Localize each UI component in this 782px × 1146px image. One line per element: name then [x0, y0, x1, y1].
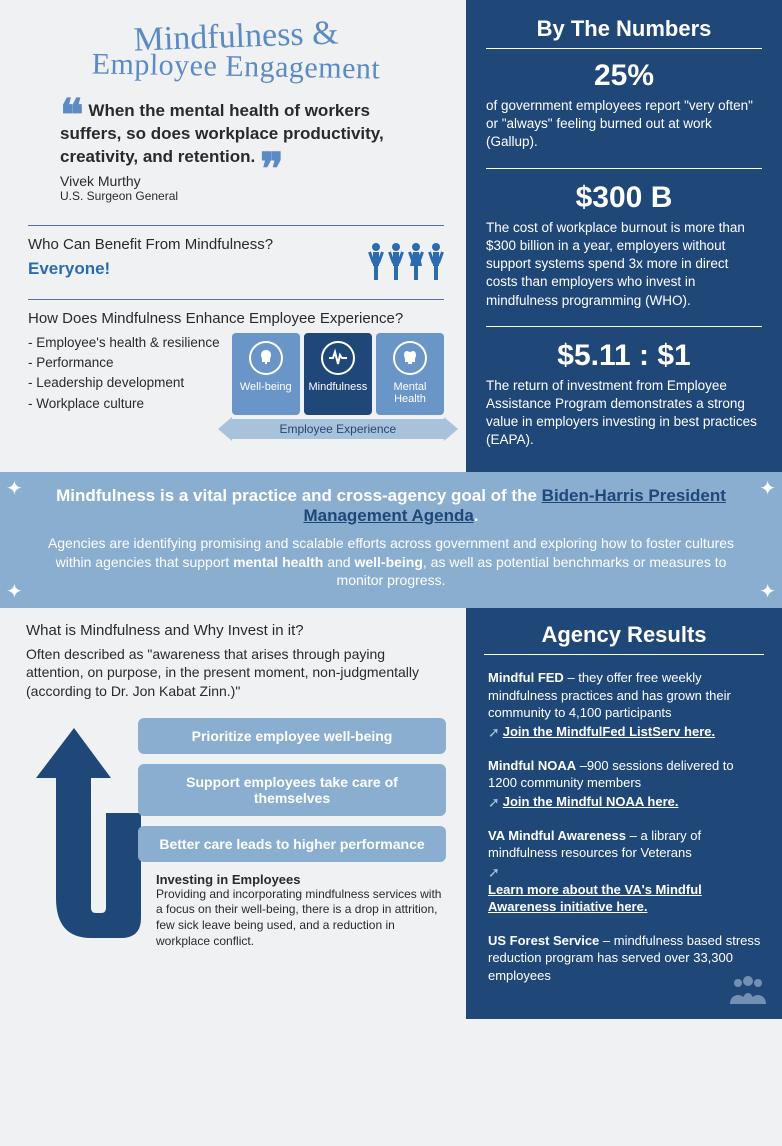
- agency-item: US Forest Service – mindfulness based st…: [484, 932, 764, 985]
- card-label: Well-being: [240, 381, 292, 393]
- agency-link[interactable]: Learn more about the VA's Mindful Awaren…: [488, 881, 764, 916]
- arrow-label: Employee Experience: [279, 422, 396, 436]
- card-wellbeing: Well-being: [232, 333, 300, 415]
- pill-3: Better care leads to higher performance: [138, 826, 446, 862]
- list-item: Leadership development: [28, 373, 220, 393]
- divider: [486, 168, 762, 169]
- numbers-title: By The Numbers: [486, 16, 762, 49]
- enhance-heading: How Does Mindfulness Enhance Employee Ex…: [28, 310, 444, 327]
- stat-desc: of government employees report "very oft…: [486, 97, 762, 152]
- quote-text: When the mental health of workers suffer…: [60, 101, 384, 166]
- stat-desc: The return of investment from Employee A…: [486, 377, 762, 450]
- agency-item: Mindful NOAA –900 sessions delivered to …: [484, 757, 764, 811]
- experience-arrow: Employee Experience: [232, 419, 444, 439]
- u-arrow-icon: [26, 718, 146, 968]
- divider: [28, 299, 444, 300]
- benefit-answer: Everyone!: [28, 259, 273, 279]
- stat-value: 25%: [486, 59, 762, 93]
- people-icon: [728, 976, 768, 1009]
- list-item: Employee's health & resilience: [28, 333, 220, 353]
- by-the-numbers: By The Numbers 25% of government employe…: [466, 0, 782, 472]
- pill-2: Support employees take care of themselve…: [138, 764, 446, 816]
- page-title: Mindfulness & Employee Engagement: [28, 18, 444, 82]
- brain-icon: [249, 341, 283, 375]
- what-body: Often described as "awareness that arise…: [26, 645, 446, 700]
- list-item: Workplace culture: [28, 394, 220, 414]
- star-icon: ✦: [6, 579, 23, 604]
- agenda-banner: ✦ ✦ ✦ ✦ Mindfulness is a vital practice …: [0, 472, 782, 609]
- pulse-icon: [321, 341, 355, 375]
- card-mindfulness: Mindfulness: [304, 333, 372, 415]
- stat-value: $300 B: [486, 181, 762, 215]
- divider: [486, 326, 762, 327]
- banner-body: Agencies are identifying promising and s…: [34, 534, 748, 591]
- quote-role: U.S. Surgeon General: [36, 189, 436, 203]
- invest-title: Investing in Employees: [156, 872, 446, 887]
- enhance-bullets: Employee's health & resilience Performan…: [28, 333, 220, 439]
- agency-item: VA Mindful Awareness – a library of mind…: [484, 827, 764, 916]
- divider: [28, 225, 444, 226]
- card-label: Mindfulness: [309, 381, 368, 393]
- agency-link[interactable]: Join the Mindful NOAA here.: [503, 793, 679, 811]
- people-icon: [366, 236, 444, 289]
- star-icon: ✦: [759, 579, 776, 604]
- invest-body: Providing and incorporating mindfulness …: [156, 887, 446, 949]
- list-item: Performance: [28, 353, 220, 373]
- quote-author: Vivek Murthy: [36, 173, 436, 189]
- pill-1: Prioritize employee well-being: [138, 718, 446, 754]
- quote-block: ❝ When the mental health of workers suff…: [28, 96, 444, 215]
- agency-title: Agency Results: [484, 622, 764, 655]
- stat-value: $5.11 : $1: [486, 339, 762, 373]
- arrow-icon: ➚: [488, 863, 500, 882]
- experience-diagram: Well-being Mindfulness Mental Health Emp…: [232, 333, 444, 439]
- agency-link[interactable]: Join the MindfulFed ListServ here.: [503, 723, 715, 741]
- stat-desc: The cost of workplace burnout is more th…: [486, 219, 762, 310]
- agency-item: Mindful FED – they offer free weekly min…: [484, 669, 764, 741]
- star-icon: ✦: [6, 476, 23, 501]
- banner-lead: Mindfulness is a vital practice and cros…: [56, 486, 537, 505]
- card-mental-health: Mental Health: [376, 333, 444, 415]
- what-heading: What is Mindfulness and Why Invest in it…: [26, 622, 446, 639]
- title-line-2: Employee Engagement: [28, 48, 444, 85]
- benefit-heading: Who Can Benefit From Mindfulness?: [28, 236, 273, 253]
- star-icon: ✦: [759, 476, 776, 501]
- arrow-icon: ➚: [488, 723, 500, 742]
- card-label: Mental Health: [393, 381, 426, 405]
- brain-icon: [393, 341, 427, 375]
- arrow-icon: ➚: [488, 793, 500, 812]
